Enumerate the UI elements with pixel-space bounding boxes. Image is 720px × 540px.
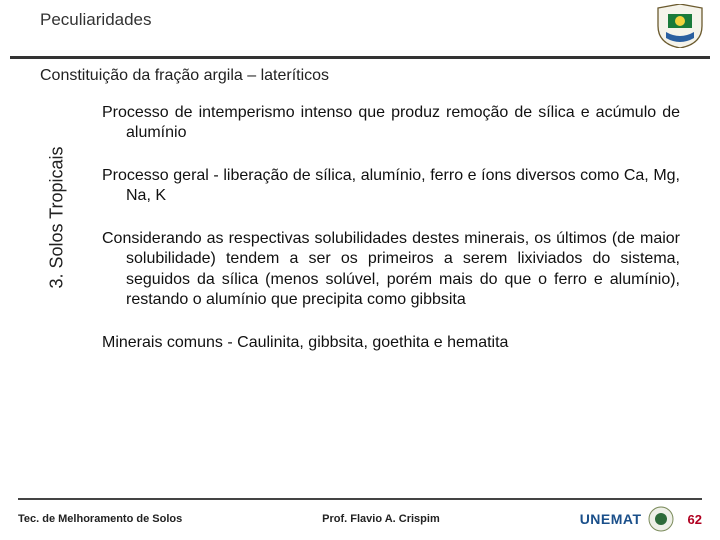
page-number: 62 (688, 512, 702, 527)
footer-rule (18, 498, 702, 500)
paragraph: Processo geral - liberação de sílica, al… (102, 166, 680, 207)
crest-icon (654, 4, 706, 48)
slide-title: Peculiaridades (40, 10, 680, 30)
paragraph: Considerando as respectivas solubilidade… (102, 229, 680, 311)
body-row: 3. Solos Tropicais Processo de intemperi… (40, 103, 680, 333)
footer-center: Prof. Flavio A. Crispim (322, 513, 440, 525)
content: Constituição da fração argila – lateríti… (0, 59, 720, 353)
brand-logo: UNEMAT (580, 506, 674, 532)
footer-row: Tec. de Melhoramento de Solos Prof. Flav… (18, 506, 702, 532)
footer: Tec. de Melhoramento de Solos Prof. Flav… (0, 498, 720, 532)
paragraph-group: Processo de intemperismo intenso que pro… (74, 103, 680, 333)
paragraph: Processo de intemperismo intenso que pro… (102, 103, 680, 144)
header: Peculiaridades (0, 0, 720, 50)
section-label: 3. Solos Tropicais (47, 147, 68, 289)
side-label-wrap: 3. Solos Tropicais (40, 103, 74, 333)
brand-text: UNEMAT (580, 511, 642, 527)
footer-left: Tec. de Melhoramento de Solos (18, 513, 182, 525)
seal-icon (648, 506, 674, 532)
slide: Peculiaridades Constituição da fração ar… (0, 0, 720, 540)
paragraph: Minerais comuns - Caulinita, gibbsita, g… (102, 333, 680, 353)
subtitle: Constituição da fração argila – lateríti… (40, 67, 680, 85)
footer-right: UNEMAT 62 (580, 506, 702, 532)
